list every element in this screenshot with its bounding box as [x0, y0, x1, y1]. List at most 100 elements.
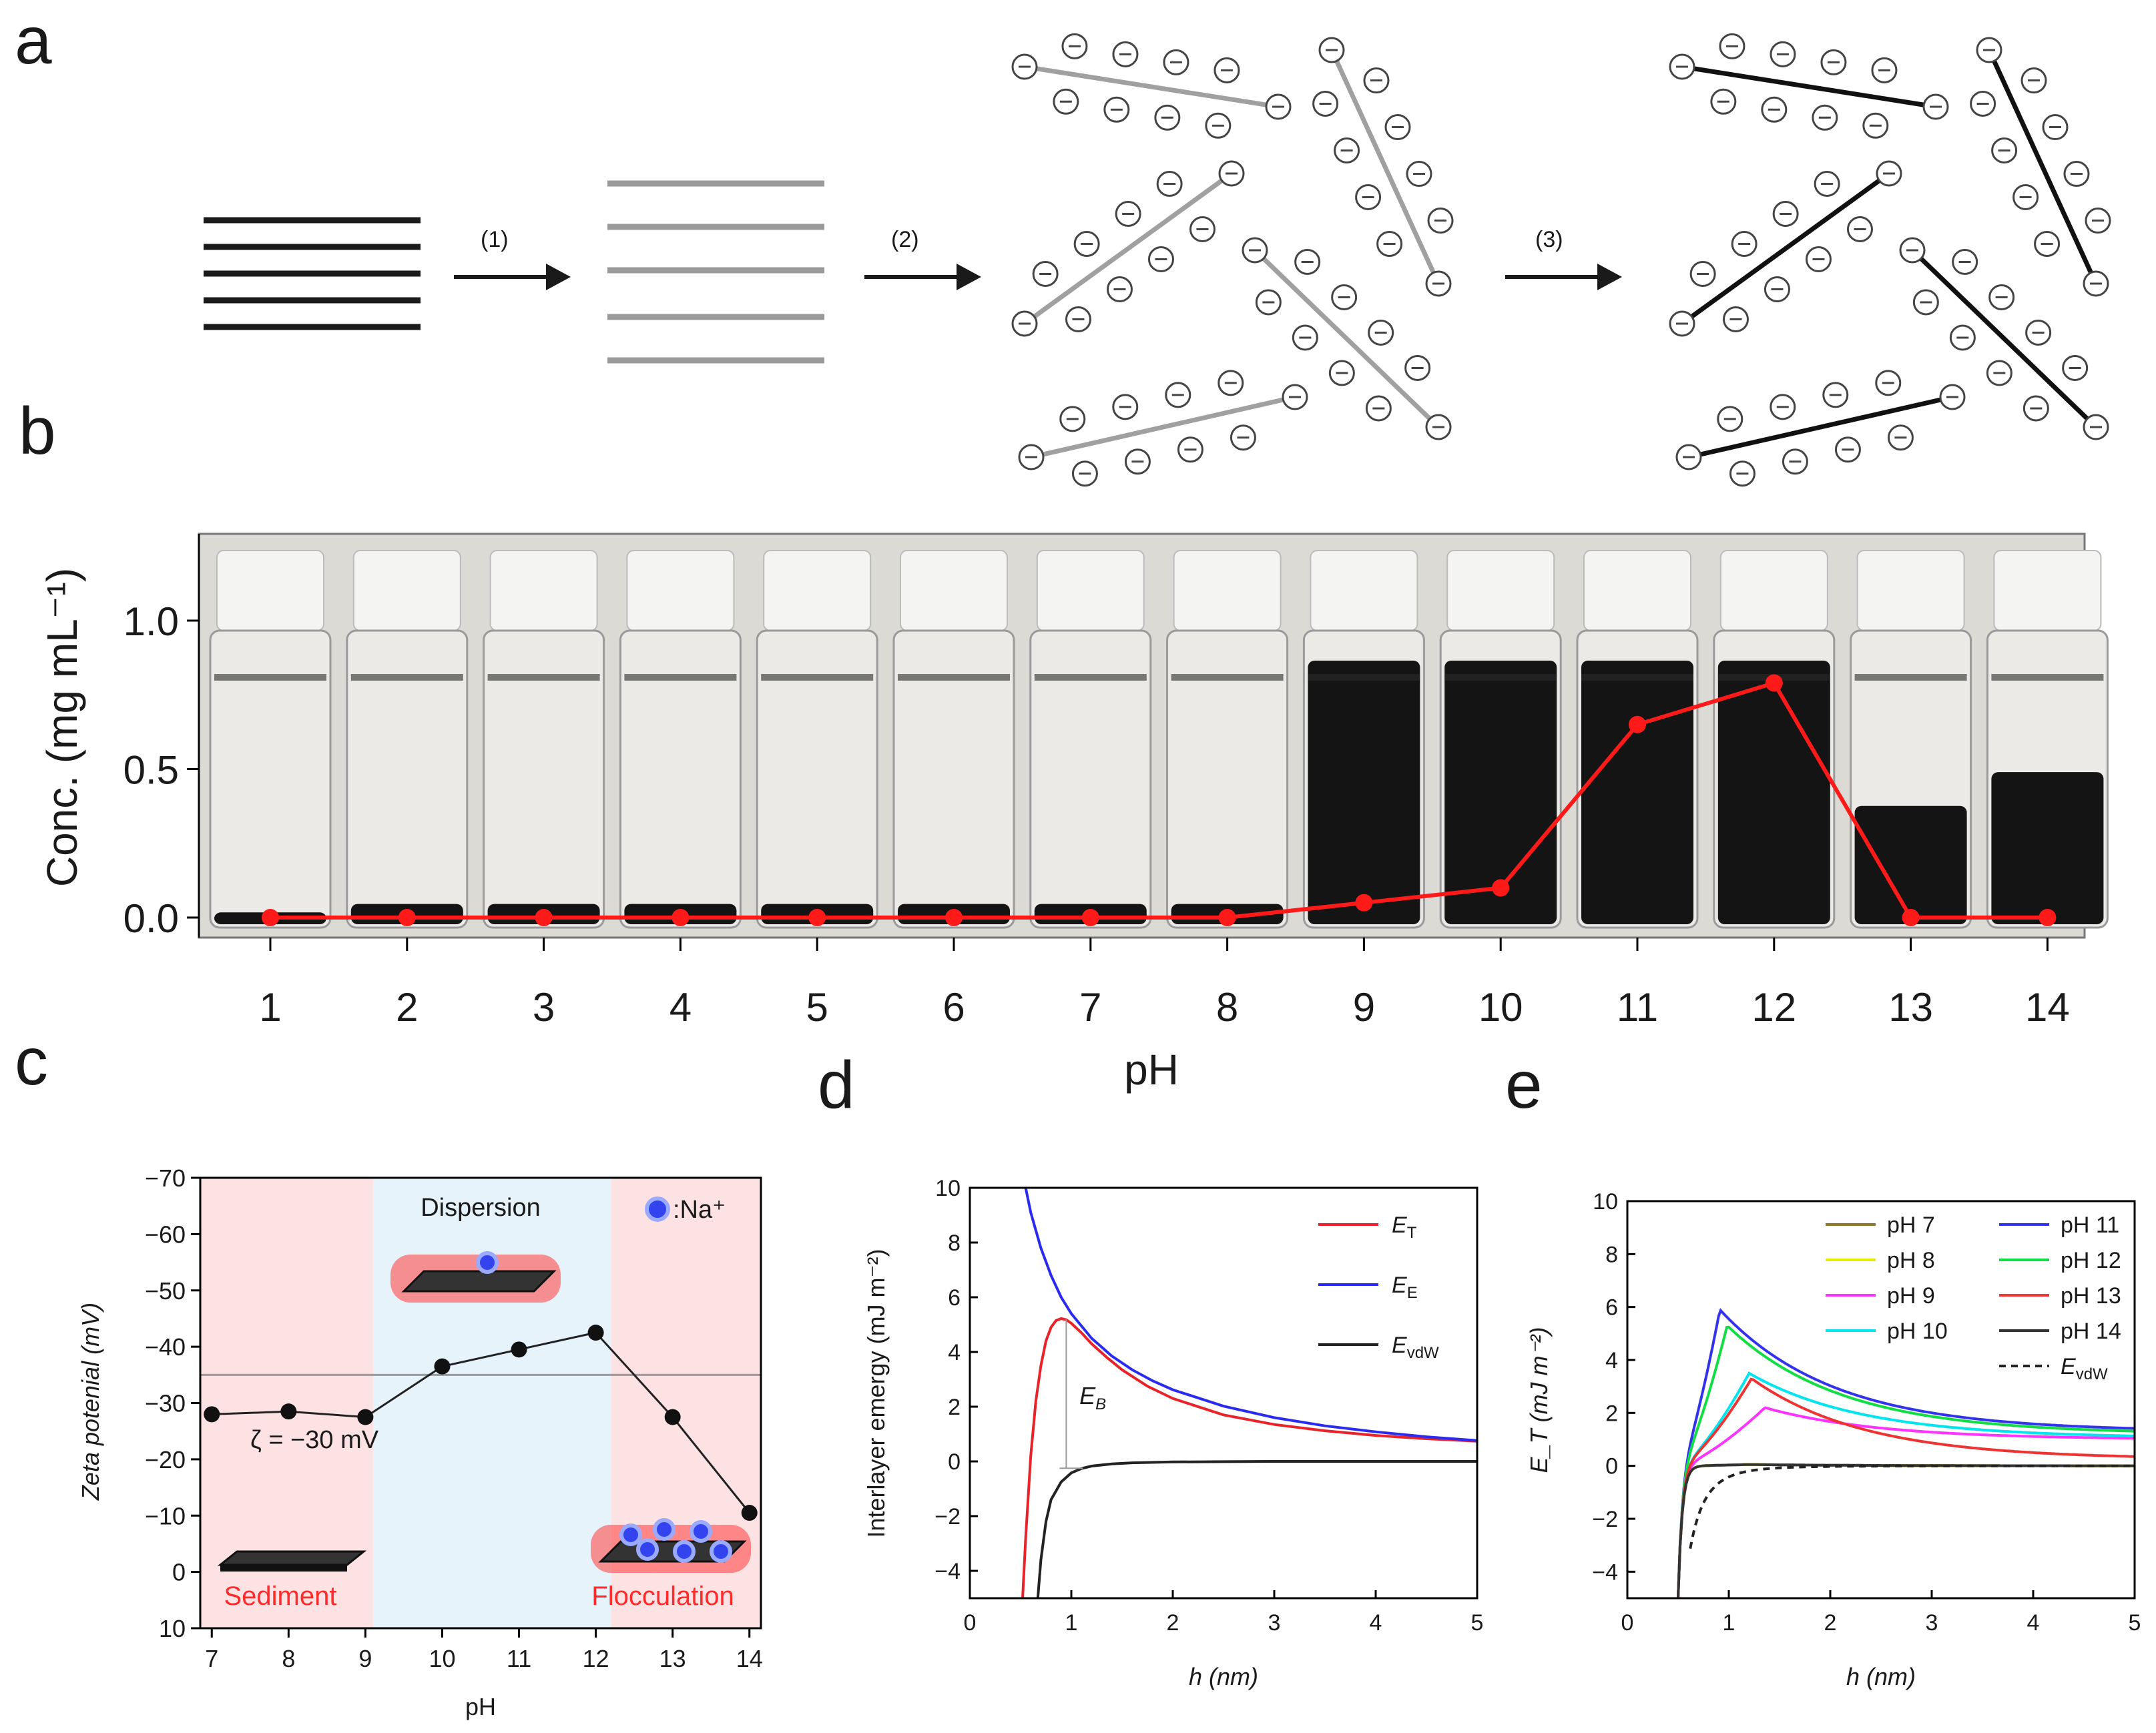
chart-c-xtick-label: 14: [736, 1645, 763, 1672]
charge-icon: [1328, 360, 1355, 386]
vial-meniscus: [1171, 674, 1284, 681]
chart-c-ytick-label: 0: [172, 1559, 186, 1586]
chart-d-series: [1021, 1188, 1477, 1598]
vial-meniscus: [487, 674, 600, 681]
vial-cap: [352, 550, 461, 631]
panel-label-a: a: [15, 3, 52, 78]
chart-e-ytick-label: 6: [1605, 1295, 1618, 1321]
charge-icon: [1334, 137, 1360, 163]
vial: [1986, 550, 2109, 929]
charge-icon: [1115, 201, 1141, 228]
chart-b-point: [1629, 715, 1646, 733]
chart-b-xtick-label: 2: [396, 985, 418, 1030]
charge-icon: [1242, 237, 1268, 264]
vial-contents: [1581, 661, 1693, 924]
sheet: [1669, 160, 1902, 337]
chart-e-total-energy: 0 1 2 3 4 5 −4 −2 0 2 4 6 8 10 h (nm) E_T (mJ m⁻²) pH…: [1525, 1189, 2141, 1690]
charge-icon: [1376, 230, 1403, 257]
legend-label-sub: E: [1407, 1284, 1418, 1302]
legend-label-sub: T: [1407, 1224, 1417, 1242]
chart-c-ylabel: Zeta potenial (mV): [77, 1303, 104, 1501]
charge-icon: [1722, 306, 1749, 332]
charge-icon: [1770, 41, 1796, 67]
vial: [346, 550, 469, 929]
chart-b-xtick-label: 9: [1353, 985, 1375, 1030]
vial-body: [346, 629, 469, 929]
vial: [1713, 550, 1836, 929]
chart-b-concentration: 0.00.51.01 2 3 4 5 6 7 8 9 10 11 12 13 14 pH Conc. (m…: [38, 533, 2109, 1094]
vial-body: [483, 629, 605, 929]
charge-icon: [1899, 237, 1926, 264]
charge-icon: [1265, 93, 1292, 120]
vial-meniscus: [1854, 674, 1967, 681]
charge-icon: [1970, 90, 1996, 117]
chart-c-point: [204, 1406, 220, 1423]
chart-b-point: [671, 909, 690, 926]
legend-label: EE: [1392, 1273, 1418, 1302]
chart-c-xtick-label: 10: [429, 1645, 455, 1672]
chart-c-point: [511, 1341, 527, 1358]
vial-cap: [1446, 550, 1555, 631]
chart-e-xlabel: h (nm): [1846, 1663, 1916, 1690]
charge-icon: [1782, 448, 1808, 475]
charge-icon: [2025, 319, 2052, 346]
na-legend: :Na⁺: [645, 1196, 726, 1224]
sheet: [1011, 160, 1245, 337]
charge-icon: [1156, 171, 1183, 198]
charge-icon: [1011, 53, 1038, 80]
vial-contents: [1444, 661, 1557, 924]
sheet-dispersion-illustration: [390, 1251, 561, 1303]
chart-c-ytick-label: −70: [145, 1164, 186, 1192]
arrow-step-3: (3): [1505, 227, 1622, 290]
vial-cap: [216, 550, 324, 631]
chart-c-ytick-label: −60: [145, 1221, 186, 1248]
charge-icon: [1710, 88, 1737, 115]
series-line-ph-11: [1677, 1308, 2135, 1598]
na-legend-label: :Na⁺: [673, 1196, 726, 1224]
arrow-step-1: (1): [454, 227, 571, 290]
chart-e-ytick-label: 10: [1593, 1189, 1618, 1215]
vial-cap: [1036, 550, 1145, 631]
chart-b-xlabel: pH: [1124, 1046, 1179, 1094]
chart-e-ytick-label: −4: [1592, 1559, 1618, 1585]
chart-b-xtick-label: 10: [1478, 985, 1523, 1030]
expanded-layers-grey: [607, 180, 824, 364]
charge-icon: [1689, 261, 1716, 288]
chart-e-xtick-label: 5: [2129, 1610, 2141, 1636]
charge-icon: [1205, 112, 1232, 139]
charge-icon: [1018, 444, 1045, 470]
vial-cap: [1993, 550, 2102, 631]
vial-cap: [1310, 550, 1418, 631]
vial-body: [1029, 629, 1152, 929]
vial-contents: [1854, 805, 1967, 924]
chart-b-ytick-label: 1.0: [123, 599, 179, 644]
chart-b-xtick-label: 4: [669, 985, 692, 1030]
charge-icon: [1061, 33, 1088, 59]
charge-icon: [1189, 216, 1216, 242]
step-3-label: (3): [1535, 227, 1563, 252]
charge-icon: [1772, 201, 1799, 228]
vial: [1850, 550, 1972, 929]
charge-icon: [2034, 230, 2061, 257]
sheet-flocculation-illustration: [591, 1518, 751, 1573]
vial: [1166, 550, 1289, 929]
vial: [619, 550, 742, 929]
sheet-line: [1910, 248, 2098, 429]
chart-c-xtick-label: 13: [659, 1645, 686, 1672]
sheet-line: [1688, 394, 1953, 460]
charge-icon: [1669, 310, 1695, 337]
chart-b-xtick-label: 1: [259, 985, 281, 1030]
sheet-line: [1680, 171, 1891, 326]
legend-label: pH 8: [1887, 1248, 1935, 1273]
charge-icon: [1729, 460, 1756, 487]
chart-b-xtick-label: 6: [942, 985, 965, 1030]
chart-b-point: [808, 909, 826, 926]
chart-d-frame: [969, 1186, 1478, 1600]
charge-icon: [2042, 114, 2069, 141]
vial-cap: [763, 550, 872, 631]
chart-c-xtick-label: 12: [583, 1645, 609, 1672]
sheet-line: [1253, 248, 1440, 429]
chart-c-ytick-label: −40: [145, 1333, 186, 1361]
chart-d-xtick-label: 3: [1268, 1610, 1281, 1636]
